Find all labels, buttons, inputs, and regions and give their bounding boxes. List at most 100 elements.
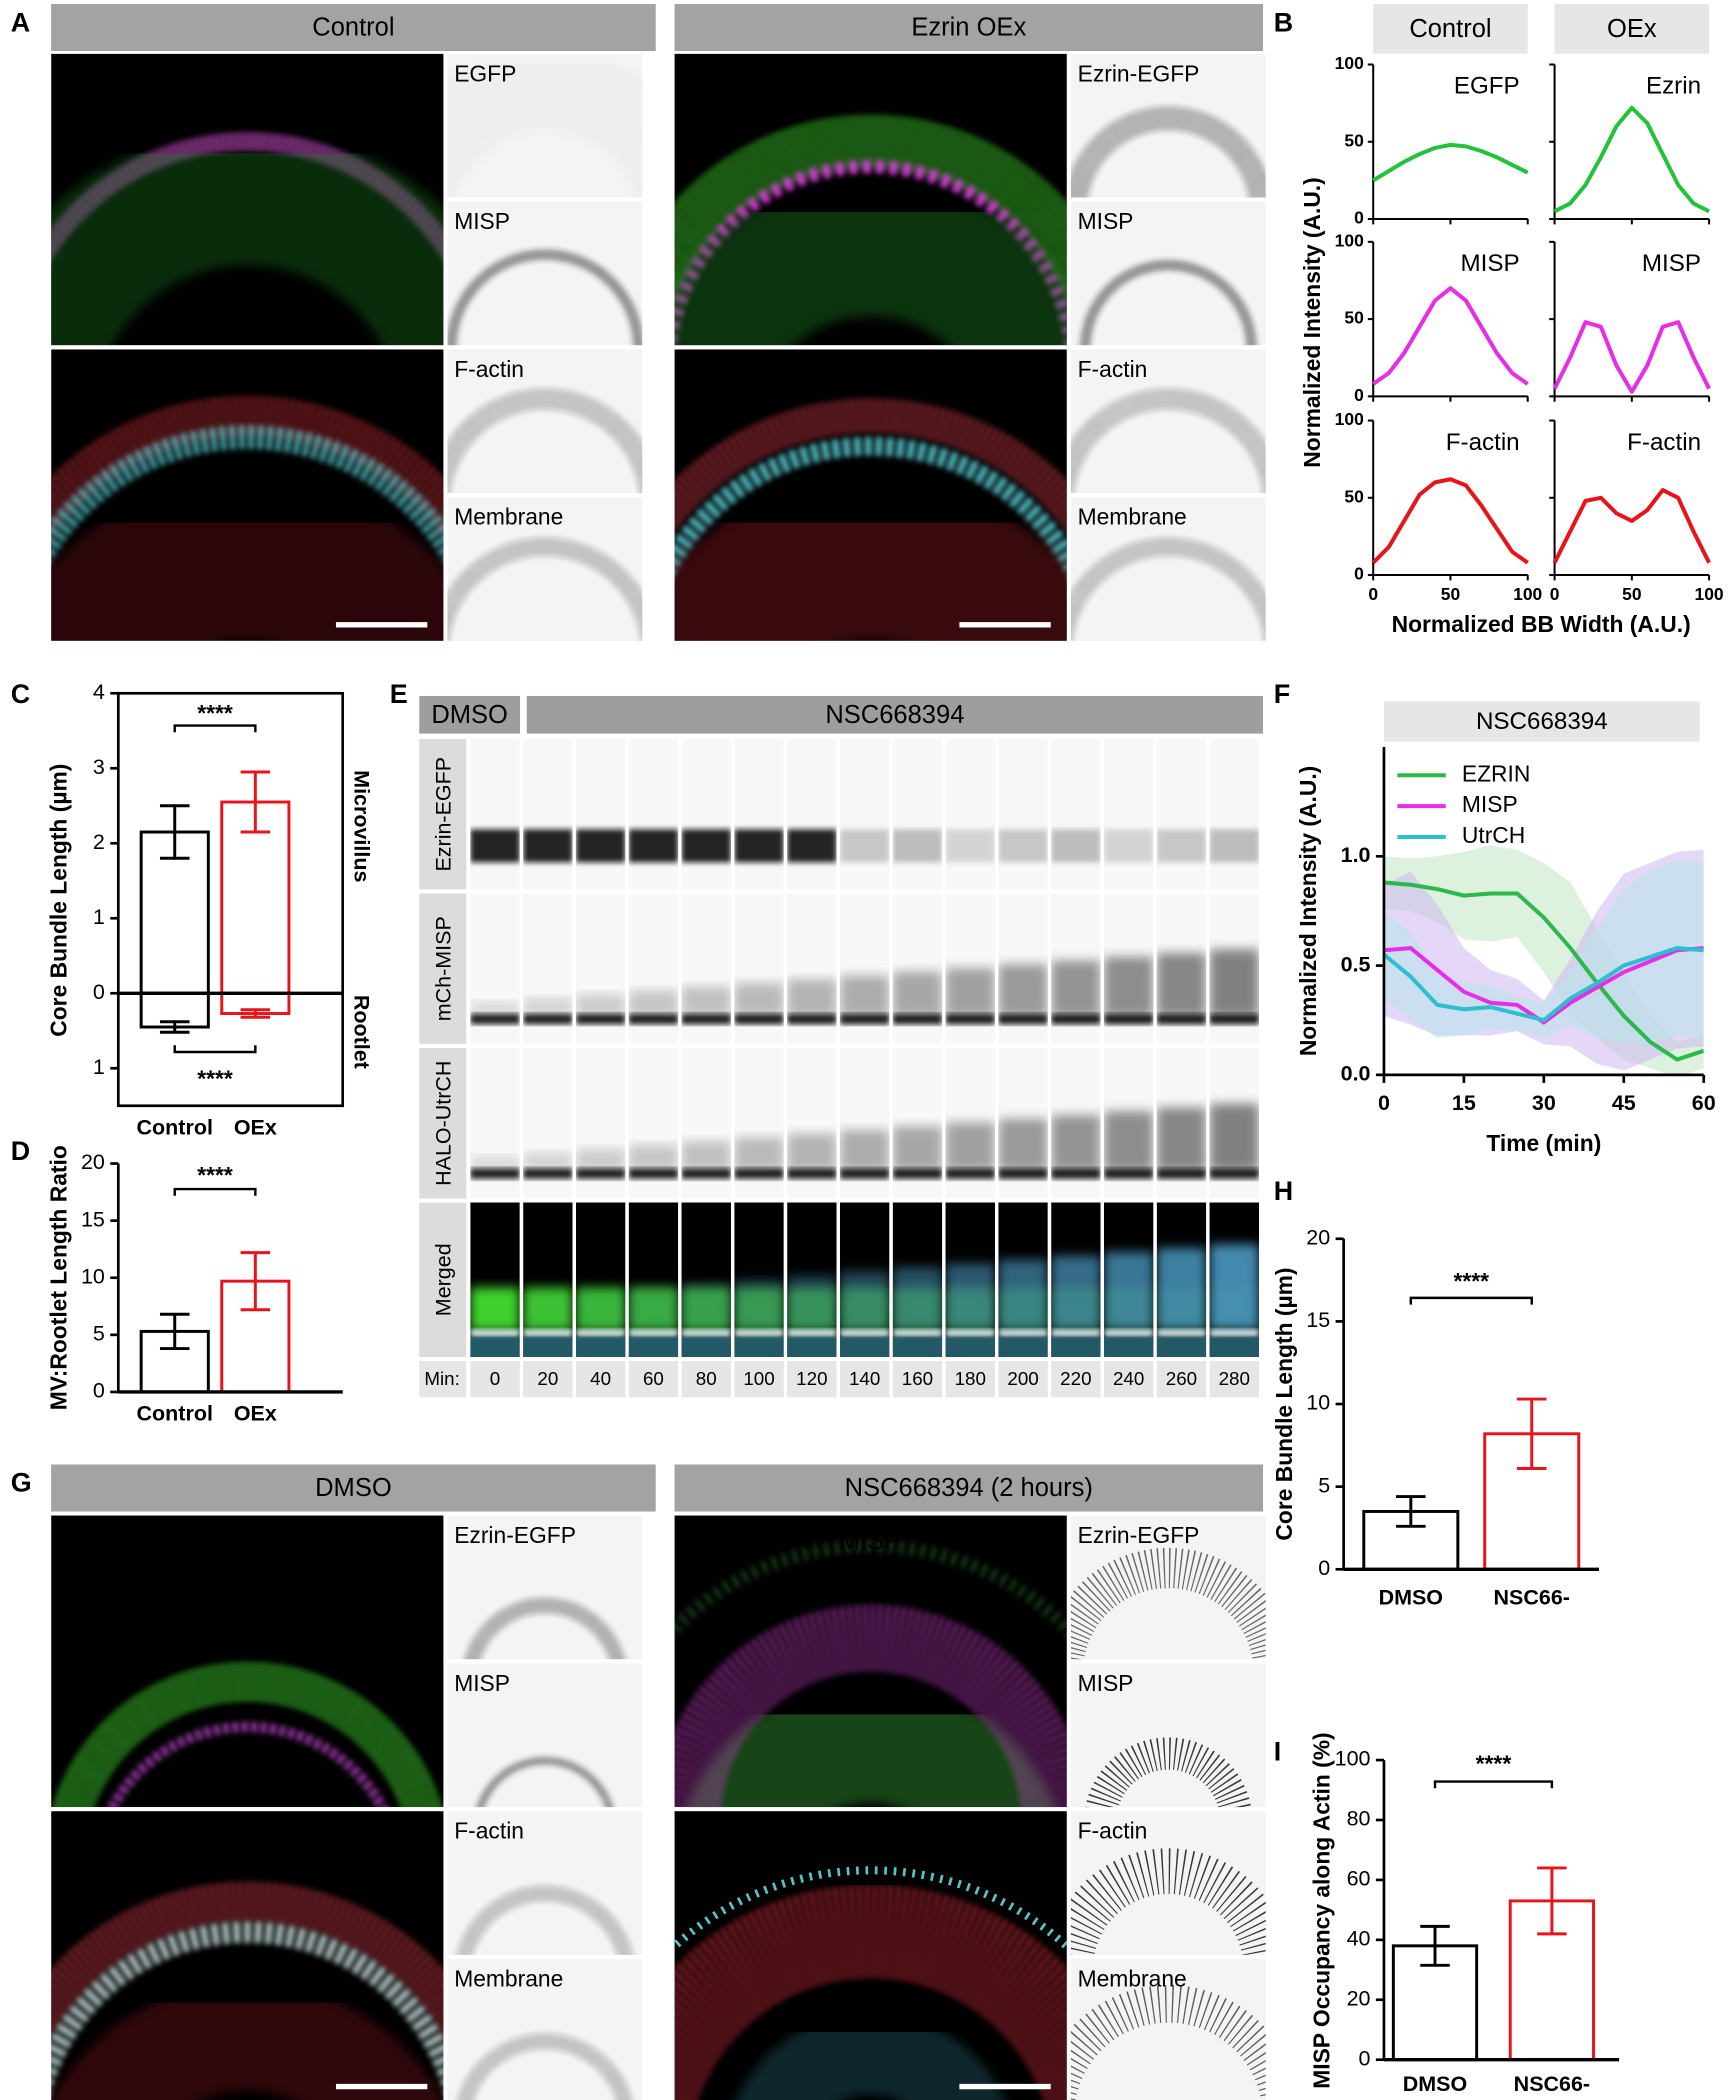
micrograph bbox=[674, 1811, 1067, 2100]
kymo-frame bbox=[523, 738, 573, 890]
frame-signal bbox=[470, 1336, 520, 1358]
y-tick-label: 0.5 bbox=[1341, 952, 1371, 976]
frame-signal bbox=[1051, 1329, 1101, 1337]
time-box bbox=[628, 1361, 679, 1398]
time-box bbox=[470, 1361, 520, 1398]
frame-signal bbox=[470, 1156, 520, 1172]
profile-line bbox=[1552, 488, 1711, 564]
image-structure bbox=[674, 1539, 1067, 1638]
row-label-box bbox=[419, 893, 467, 1044]
frame-signal bbox=[523, 829, 573, 863]
image-structure bbox=[447, 388, 643, 494]
panel-header bbox=[526, 695, 1264, 734]
micrograph bbox=[1070, 497, 1266, 641]
frame-signal bbox=[523, 1152, 573, 1172]
y-axis-label: Normalized Intensity (A.U.) bbox=[1299, 177, 1325, 467]
kymo-frame bbox=[470, 893, 520, 1044]
time-axis-label: Min: bbox=[424, 1368, 460, 1389]
kymo-frame bbox=[681, 1047, 731, 1199]
kymo-frame bbox=[470, 738, 520, 890]
legend-label: UtrCH bbox=[1462, 822, 1525, 848]
panel-header bbox=[51, 1464, 656, 1512]
significance-label: **** bbox=[1454, 1268, 1490, 1294]
frame-bg bbox=[787, 738, 837, 890]
channel-label: F-actin bbox=[1078, 1818, 1148, 1844]
x-tick-label: 30 bbox=[1532, 1091, 1556, 1115]
image-background bbox=[1070, 201, 1266, 346]
time-box bbox=[419, 1361, 467, 1398]
panel-header-text: Control bbox=[312, 14, 394, 42]
image-structure bbox=[51, 1982, 444, 2100]
significance-bracket bbox=[1409, 1296, 1533, 1305]
channel-label: MISP bbox=[204, 65, 266, 93]
frame-signal bbox=[1156, 952, 1207, 1017]
frame-signal bbox=[1209, 1168, 1259, 1179]
channel-label: F-actin bbox=[684, 1823, 762, 1851]
panel-label: EGFP bbox=[1454, 73, 1520, 100]
panel-letter: I bbox=[1274, 1736, 1281, 1766]
image-background bbox=[1070, 349, 1266, 494]
frame-signal bbox=[470, 1013, 520, 1025]
significance-label: **** bbox=[197, 1162, 233, 1188]
time-label: 40 bbox=[590, 1368, 611, 1389]
time-label: 160 bbox=[902, 1368, 933, 1389]
micrograph bbox=[1070, 53, 1266, 198]
x-tick-label: DMSO bbox=[1379, 1586, 1443, 1610]
y-tick-label: 1.0 bbox=[1341, 843, 1371, 867]
kymo-frame bbox=[1209, 738, 1259, 890]
frame-signal bbox=[628, 1286, 679, 1330]
x-tick-label: 100 bbox=[1513, 584, 1542, 604]
frame-signal bbox=[575, 1013, 626, 1025]
image-structure bbox=[674, 478, 1067, 641]
frame-signal bbox=[1209, 1103, 1259, 1172]
frame-bg bbox=[1051, 738, 1101, 890]
image-structure bbox=[51, 1921, 444, 2093]
image-structure bbox=[51, 478, 444, 641]
channel-label: MISP bbox=[839, 65, 901, 93]
kymo-frame bbox=[1103, 893, 1154, 1044]
image-structure bbox=[106, 1721, 388, 1808]
frame-signal bbox=[892, 1267, 943, 1330]
frame-signal bbox=[787, 1133, 837, 1172]
kymo-frame bbox=[787, 738, 837, 890]
frame-signal bbox=[1051, 1168, 1101, 1179]
image-structure bbox=[447, 537, 643, 641]
kymo-frame bbox=[1156, 1202, 1207, 1358]
frame-signal bbox=[681, 1168, 731, 1179]
frame-signal bbox=[1103, 1013, 1154, 1025]
micrograph bbox=[447, 1663, 643, 1808]
frame-signal bbox=[839, 1013, 890, 1025]
frame-signal bbox=[787, 1168, 837, 1179]
error-bar bbox=[1516, 1397, 1547, 1470]
micrograph bbox=[447, 1811, 643, 1955]
kymo-frame bbox=[523, 893, 573, 1044]
frame-bg bbox=[839, 738, 890, 890]
y-tick-label: 40 bbox=[1347, 1927, 1371, 1951]
time-label: 60 bbox=[643, 1368, 664, 1389]
image-structure bbox=[51, 130, 444, 346]
image-structure bbox=[674, 436, 1067, 576]
y-tick-label: 50 bbox=[1344, 130, 1363, 150]
time-label: 220 bbox=[1060, 1368, 1091, 1389]
kymo-frame bbox=[1051, 1202, 1101, 1358]
channel-label: MISP bbox=[839, 1527, 901, 1555]
frame-signal bbox=[575, 1148, 626, 1172]
panel-letter: C bbox=[11, 679, 30, 709]
micrograph bbox=[51, 53, 444, 346]
significance-bracket bbox=[173, 724, 257, 733]
kymo-frame bbox=[470, 1047, 520, 1199]
time-box bbox=[787, 1361, 837, 1398]
x-tick-label: 0 bbox=[1368, 584, 1378, 604]
kymo-frame bbox=[1051, 893, 1101, 1044]
image-structure bbox=[1070, 537, 1266, 641]
frame-signal bbox=[1209, 1013, 1259, 1025]
y-axis-label: Normalized Intensity (A.U.) bbox=[1295, 766, 1321, 1056]
frame-signal bbox=[681, 1013, 731, 1025]
significance-label: **** bbox=[197, 700, 233, 726]
series-line bbox=[1383, 880, 1704, 1062]
error-bar bbox=[1420, 1924, 1450, 1967]
image-background bbox=[447, 201, 643, 346]
x-tick-label: DMSO bbox=[1403, 2072, 1467, 2096]
frame-signal bbox=[734, 1329, 784, 1337]
frame-signal bbox=[734, 829, 784, 863]
